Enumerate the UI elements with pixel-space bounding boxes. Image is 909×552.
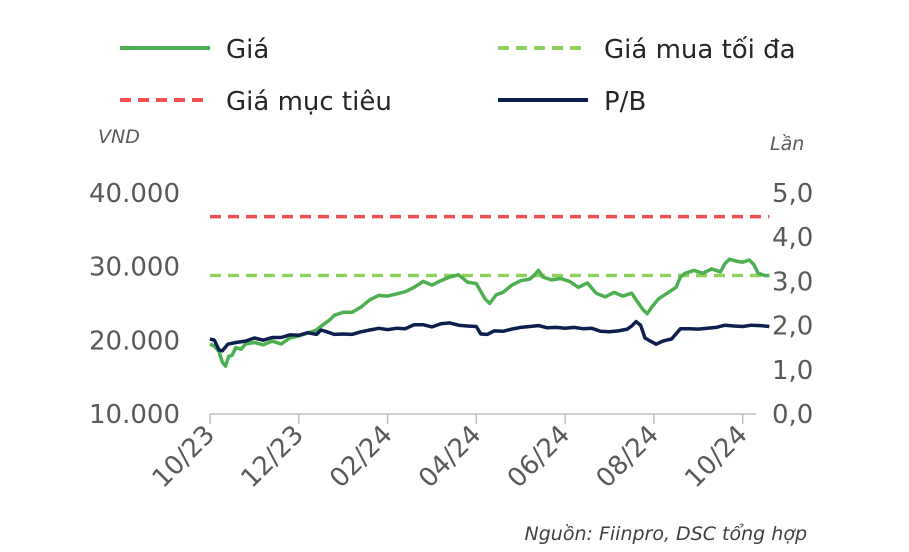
- y-right-tick-label: 1,0: [772, 356, 813, 386]
- series-line-gia: [209, 257, 770, 368]
- y-left-tick-label: 40.000: [89, 179, 180, 209]
- axes: 10/23 12/23 02/24 04/24 06/24 08/24 10/24 10.00…: [89, 179, 813, 494]
- legend-label: Giá: [226, 35, 269, 65]
- y-right-unit-label: Lần: [770, 133, 804, 155]
- y-left-unit-label: VND: [98, 126, 140, 148]
- y-right-tick-label: 0,0: [772, 400, 813, 430]
- y-left-tick-label: 10.000: [89, 400, 180, 430]
- series-line-pb: [209, 319, 770, 353]
- x-tick-label: 10/24: [679, 420, 753, 494]
- legend-label: P/B: [604, 87, 646, 117]
- y-right-tick-label: 4,0: [772, 223, 813, 253]
- x-tick-label: 08/24: [591, 420, 665, 494]
- x-tick-label: 02/24: [324, 420, 398, 494]
- series-group: [209, 214, 770, 368]
- y-left-tick-label: 30.000: [89, 253, 180, 283]
- y-left-tick-label: 20.000: [89, 326, 180, 356]
- x-tick-label: 10/23: [147, 420, 221, 494]
- x-tick-label: 12/23: [236, 420, 310, 494]
- y-right-tick-label: 5,0: [772, 179, 813, 209]
- legend: Giá Giá mua tối đa Giá mục tiêu P/B: [120, 35, 796, 117]
- legend-label: Giá mua tối đa: [604, 35, 796, 65]
- source-note: Nguồn: Fiinpro, DSC tổng hợp: [525, 523, 807, 545]
- y-right-tick-label: 2,0: [772, 312, 813, 342]
- x-tick-label: 06/24: [502, 420, 576, 494]
- x-tick-label: 04/24: [413, 420, 487, 494]
- legend-label: Giá mục tiêu: [226, 87, 392, 117]
- y-right-tick-label: 3,0: [772, 267, 813, 297]
